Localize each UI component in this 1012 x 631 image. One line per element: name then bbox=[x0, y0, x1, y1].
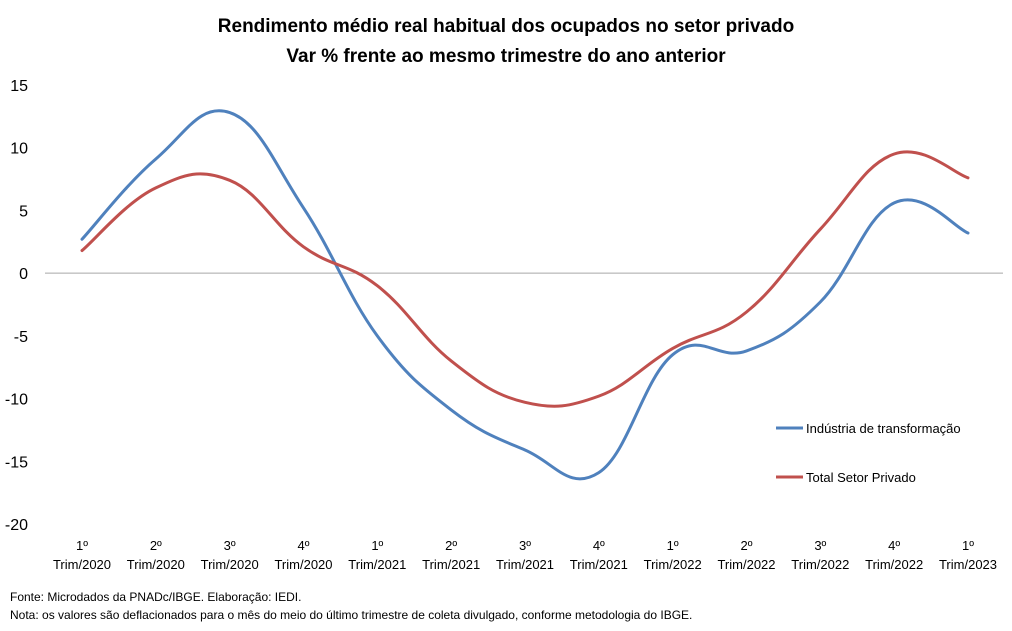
x-tick-label-period: Trim/2021 bbox=[422, 557, 480, 572]
y-tick-label: 0 bbox=[19, 266, 28, 283]
y-tick-label: 15 bbox=[10, 78, 28, 95]
legend: Indústria de transformação Total Setor Pr… bbox=[776, 421, 961, 485]
x-tick-label-period: Trim/2022 bbox=[644, 557, 702, 572]
x-tick-label-period: Trim/2023 bbox=[939, 557, 997, 572]
methodology-note: Nota: os valores são deflacionados para … bbox=[10, 608, 693, 622]
x-tick-label-quarter: 3º bbox=[814, 538, 826, 553]
legend-label: Total Setor Privado bbox=[806, 470, 916, 485]
series-lines bbox=[80, 109, 970, 481]
source-note: Fonte: Microdados da PNADc/IBGE. Elabora… bbox=[10, 590, 302, 604]
x-tick-label-quarter: 2º bbox=[150, 538, 162, 553]
x-tick-label-period: Trim/2021 bbox=[496, 557, 554, 572]
x-tick-label-quarter: 2º bbox=[741, 538, 753, 553]
x-tick-label-quarter: 1º bbox=[76, 538, 88, 553]
y-tick-label: 10 bbox=[10, 141, 28, 158]
x-tick-label-period: Trim/2020 bbox=[201, 557, 259, 572]
x-tick-label-quarter: 1º bbox=[962, 538, 974, 553]
x-tick-label-quarter: 4º bbox=[593, 538, 605, 553]
footer-notes: Fonte: Microdados da PNADc/IBGE. Elabora… bbox=[10, 588, 692, 624]
chart-title-line-1: Rendimento médio real habitual dos ocupa… bbox=[218, 16, 794, 37]
x-tick-label-quarter: 1º bbox=[667, 538, 679, 553]
x-axis-ticks: 1º Trim/2020 2º Trim/2020 3º Trim/2020 4º Trim/… bbox=[53, 538, 997, 572]
x-tick-label-period: Trim/2020 bbox=[127, 557, 185, 572]
x-tick-label-quarter: 3º bbox=[519, 538, 531, 553]
series-line-industria bbox=[80, 109, 970, 481]
line-chart: Rendimento médio real habitual dos ocupa… bbox=[5, 16, 1003, 572]
y-tick-label: -20 bbox=[5, 517, 28, 534]
series-line-total bbox=[80, 150, 970, 408]
x-tick-label-period: Trim/2021 bbox=[570, 557, 628, 572]
x-tick-label-quarter: 1º bbox=[371, 538, 383, 553]
chart-title-line-2: Var % frente ao mesmo trimestre do ano a… bbox=[286, 46, 726, 67]
y-tick-label: 5 bbox=[19, 203, 28, 220]
x-tick-label-period: Trim/2020 bbox=[53, 557, 111, 572]
x-tick-label-quarter: 3º bbox=[224, 538, 236, 553]
x-tick-label-period: Trim/2020 bbox=[274, 557, 332, 572]
x-tick-label-period: Trim/2022 bbox=[865, 557, 923, 572]
y-tick-label: -5 bbox=[14, 329, 28, 346]
y-tick-label: -15 bbox=[5, 454, 28, 471]
x-tick-label-period: Trim/2022 bbox=[791, 557, 849, 572]
x-tick-label-quarter: 2º bbox=[445, 538, 457, 553]
legend-label: Indústria de transformação bbox=[806, 421, 961, 436]
x-tick-label-period: Trim/2021 bbox=[348, 557, 406, 572]
x-tick-label-quarter: 4º bbox=[888, 538, 900, 553]
y-axis-ticks: 15 10 5 0 -5 -10 -15 -20 bbox=[5, 78, 28, 534]
x-tick-label-quarter: 4º bbox=[298, 538, 310, 553]
y-tick-label: -10 bbox=[5, 392, 28, 409]
x-tick-label-period: Trim/2022 bbox=[717, 557, 775, 572]
